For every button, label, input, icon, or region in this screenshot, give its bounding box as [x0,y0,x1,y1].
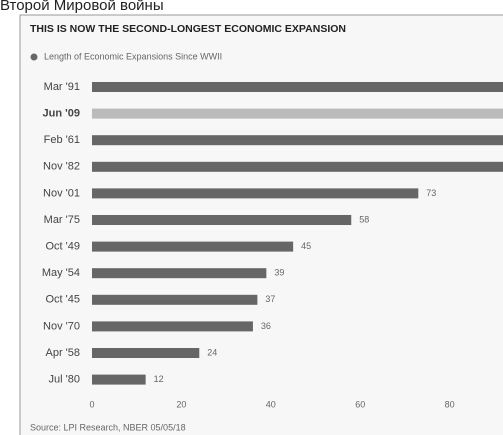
bar [92,374,146,385]
x-tick-label: 40 [266,399,276,409]
y-tick-label: Oct '49 [45,241,80,253]
bar [92,268,267,279]
bar [92,348,200,358]
y-tick-label: Mar '75 [44,214,80,226]
bar [92,161,503,172]
y-tick-label: May '54 [42,267,80,279]
y-tick-label: Nov '01 [43,187,80,199]
bar [92,241,294,252]
x-tick-label: 0 [89,399,94,409]
x-tick-label: 80 [445,399,455,409]
legend-label: Length of Economic Expansions Since WWII [44,51,222,61]
y-tick-label: Jun '09 [43,108,80,120]
value-label: 36 [261,321,271,331]
y-tick-label: Apr '58 [45,347,80,359]
caption: Второй Мировой войны [0,0,164,14]
bar [92,294,258,305]
y-tick-label: Jul '80 [49,374,80,386]
value-label: 12 [154,374,164,384]
source: Source: LPI Research, NBER 05/05/18 [30,422,186,432]
x-tick-label: 20 [176,399,186,409]
value-label: 73 [426,188,436,198]
y-tick-label: Nov '82 [43,161,80,173]
legend-marker [30,53,38,61]
y-tick-label: Feb '61 [44,134,80,146]
bar [92,135,503,146]
bar [92,108,503,119]
bar [92,321,253,332]
chart-title: THIS IS NOW THE SECOND-LONGEST ECONOMIC … [30,23,346,35]
y-tick-label: Nov '70 [43,320,80,332]
y-tick-label: Mar '91 [44,81,80,93]
bar [92,215,352,225]
value-label: 39 [274,268,284,278]
y-tick-label: Oct '45 [45,294,80,306]
bar [92,188,419,199]
value-label: 58 [359,214,369,224]
value-label: 37 [265,294,275,304]
value-label: 24 [207,347,217,357]
value-label: 45 [301,241,311,251]
bar [92,82,503,92]
x-tick-label: 60 [355,399,365,409]
